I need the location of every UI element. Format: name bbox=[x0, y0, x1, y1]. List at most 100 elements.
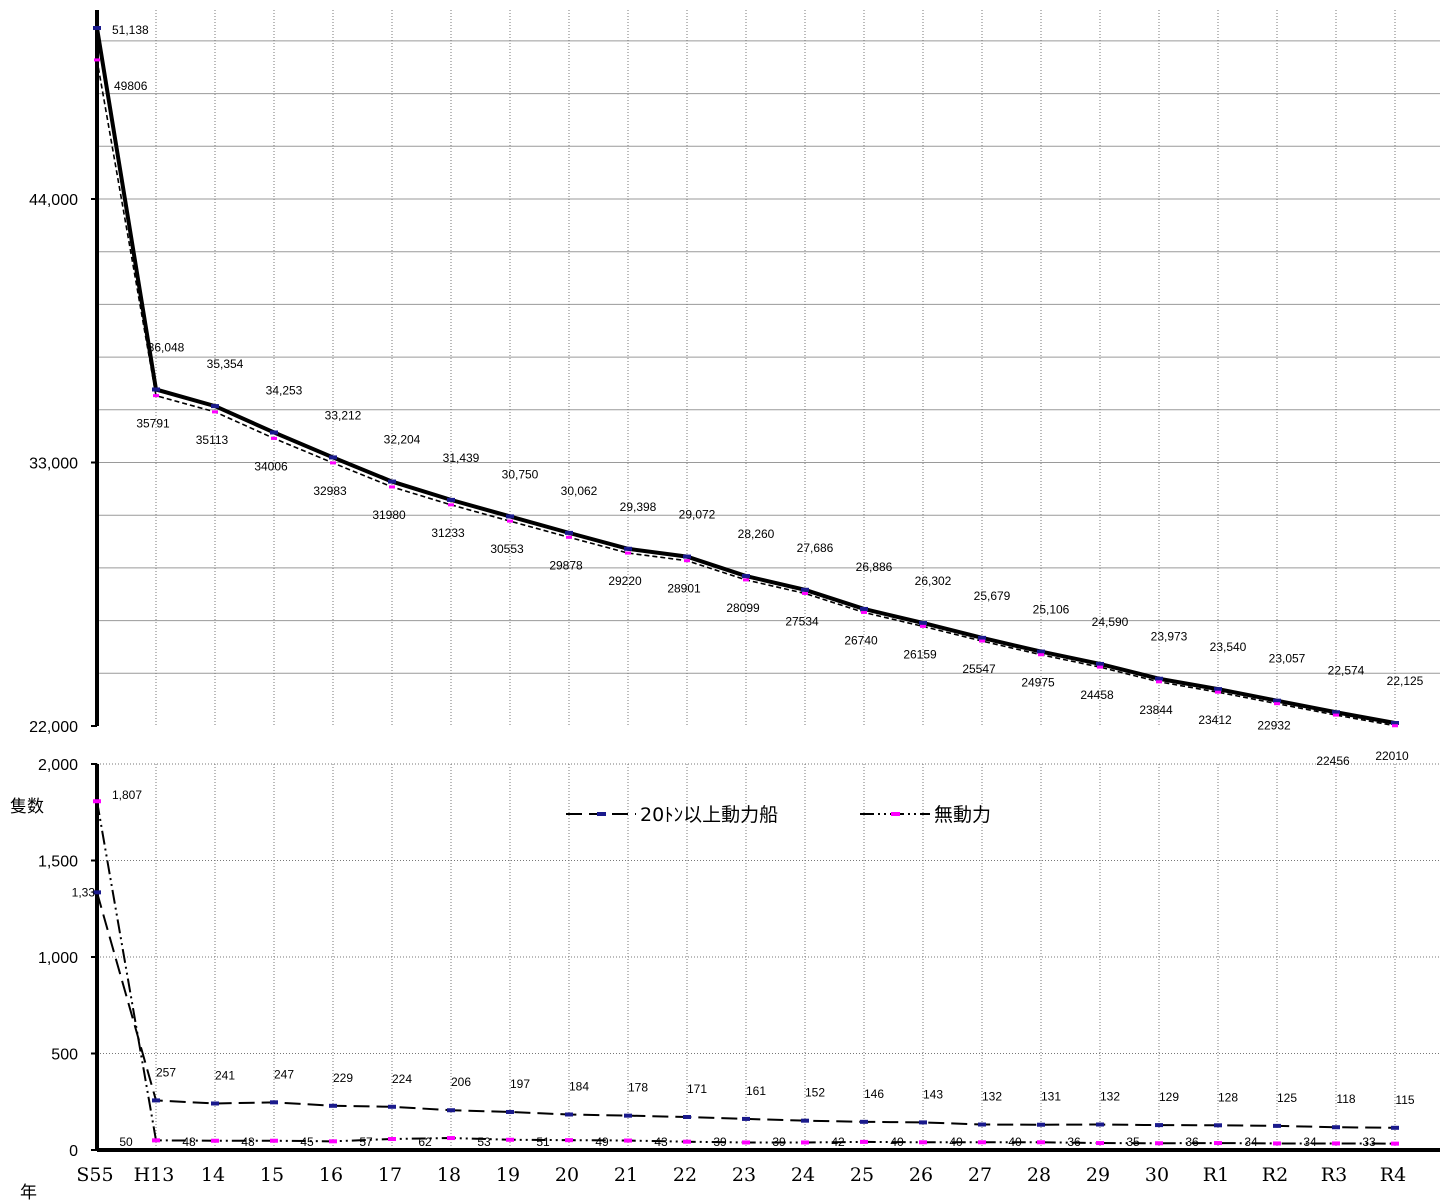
data-label: 257 bbox=[156, 1065, 176, 1079]
data-label: 34,253 bbox=[266, 383, 303, 397]
series-marker bbox=[152, 387, 160, 392]
data-label: 31233 bbox=[431, 526, 465, 540]
data-label: 197 bbox=[510, 1077, 530, 1091]
data-label: 132 bbox=[1100, 1090, 1120, 1104]
series-marker bbox=[447, 497, 455, 502]
series-marker bbox=[624, 546, 632, 551]
series-marker bbox=[1332, 1141, 1340, 1146]
series-marker bbox=[93, 26, 101, 31]
data-label: 24975 bbox=[1021, 676, 1055, 690]
series-marker bbox=[153, 394, 159, 398]
data-label: 62 bbox=[418, 1135, 432, 1149]
bottom-y-tick-label: 0 bbox=[69, 1143, 78, 1160]
series-marker bbox=[742, 1140, 750, 1145]
x-tick-label: S55 bbox=[76, 1164, 113, 1186]
data-label: 39 bbox=[772, 1135, 786, 1149]
data-label: 28,260 bbox=[738, 527, 775, 541]
data-label: 22456 bbox=[1316, 754, 1350, 768]
series-marker bbox=[1037, 649, 1045, 654]
data-label: 30,750 bbox=[502, 467, 539, 481]
series-marker bbox=[1391, 1141, 1399, 1146]
series-marker bbox=[1391, 721, 1399, 726]
data-label: 34 bbox=[1303, 1135, 1317, 1149]
data-label: 178 bbox=[628, 1081, 648, 1095]
bottom-y-tick-label: 1,000 bbox=[38, 950, 78, 967]
series-marker bbox=[1333, 713, 1339, 717]
bottom-panel: 2,000 1,500 1,000 500 0 S55 H13 14 15 16 17 18 19 20 2… bbox=[10, 757, 1440, 1203]
series-marker bbox=[93, 890, 101, 895]
data-label: 132 bbox=[982, 1090, 1002, 1104]
series-marker bbox=[388, 479, 396, 484]
data-label: 24,590 bbox=[1092, 615, 1129, 629]
series-marker bbox=[565, 530, 573, 535]
x-tick-label: 30 bbox=[1145, 1164, 1169, 1186]
series-marker bbox=[1273, 1123, 1281, 1128]
series-marker bbox=[447, 1108, 455, 1113]
data-label: 152 bbox=[805, 1086, 825, 1100]
data-label: 26,886 bbox=[856, 560, 893, 574]
series-marker bbox=[979, 639, 985, 643]
data-label: 184 bbox=[569, 1079, 589, 1093]
series-marker bbox=[212, 410, 218, 414]
data-label: 33 bbox=[1362, 1135, 1376, 1149]
data-label: 206 bbox=[451, 1075, 471, 1089]
data-label: 43 bbox=[654, 1135, 668, 1149]
series-marker bbox=[270, 1138, 278, 1143]
series-marker bbox=[919, 620, 927, 625]
series-marker bbox=[801, 1140, 809, 1145]
x-tick-label: 19 bbox=[496, 1164, 520, 1186]
top-panel: 44,000 33,000 22,000 51,138 36,048 35,354 34,2… bbox=[29, 10, 1440, 768]
series-marker bbox=[270, 1100, 278, 1105]
series-marker bbox=[152, 1098, 160, 1103]
series-marker bbox=[1215, 690, 1221, 694]
x-tick-label: 29 bbox=[1086, 1164, 1110, 1186]
data-label: 49 bbox=[595, 1135, 609, 1149]
data-label: 39 bbox=[713, 1135, 727, 1149]
series-marker bbox=[152, 1138, 160, 1143]
data-label: 125 bbox=[1277, 1091, 1297, 1105]
data-label: 34006 bbox=[254, 459, 288, 473]
data-label: 1,807 bbox=[112, 788, 142, 802]
x-tick-label: R3 bbox=[1321, 1164, 1347, 1186]
top-y-tick-label: 44,000 bbox=[29, 192, 78, 209]
bottom-y-tick-label: 2,000 bbox=[38, 757, 78, 774]
series-marker bbox=[388, 1104, 396, 1109]
top-y-tick-label: 22,000 bbox=[29, 719, 78, 736]
data-label: 36 bbox=[1185, 1135, 1199, 1149]
data-label: 23,973 bbox=[1151, 630, 1188, 644]
data-label: 23,057 bbox=[1269, 652, 1306, 666]
data-label: 247 bbox=[274, 1067, 294, 1081]
series-marker bbox=[565, 1112, 573, 1117]
series-marker bbox=[94, 58, 100, 62]
series-marker bbox=[507, 519, 513, 523]
data-label: 29878 bbox=[549, 558, 583, 572]
data-label: 42 bbox=[831, 1135, 845, 1149]
series-marker bbox=[1037, 1122, 1045, 1127]
data-label: 50 bbox=[119, 1135, 133, 1149]
data-label: 29,398 bbox=[620, 500, 657, 514]
series-marker bbox=[1038, 653, 1044, 657]
x-tick-label: 14 bbox=[201, 1164, 225, 1186]
series-marker bbox=[1274, 702, 1280, 706]
series-marker bbox=[1392, 724, 1398, 728]
data-label: 35113 bbox=[196, 433, 229, 447]
series-marker bbox=[1214, 1141, 1222, 1146]
data-label: 35791 bbox=[136, 417, 170, 431]
data-label: 49806 bbox=[114, 79, 148, 93]
data-label: 22,574 bbox=[1328, 663, 1365, 677]
series-marker bbox=[920, 624, 926, 628]
data-label: 40 bbox=[890, 1135, 904, 1149]
x-tick-label: R1 bbox=[1203, 1164, 1229, 1186]
data-label: 27534 bbox=[785, 614, 819, 628]
series-marker bbox=[1096, 661, 1104, 666]
x-tick-label: 22 bbox=[673, 1164, 697, 1186]
series-marker bbox=[329, 455, 337, 460]
series-marker bbox=[388, 1136, 396, 1141]
series-marker bbox=[742, 1116, 750, 1121]
series-marker bbox=[624, 1138, 632, 1143]
data-label: 22932 bbox=[1257, 719, 1291, 733]
data-label: 131 bbox=[1041, 1090, 1061, 1104]
series-marker bbox=[1332, 710, 1340, 715]
bottom-y-tick-label: 1,500 bbox=[38, 854, 78, 871]
series-marker bbox=[978, 635, 986, 640]
